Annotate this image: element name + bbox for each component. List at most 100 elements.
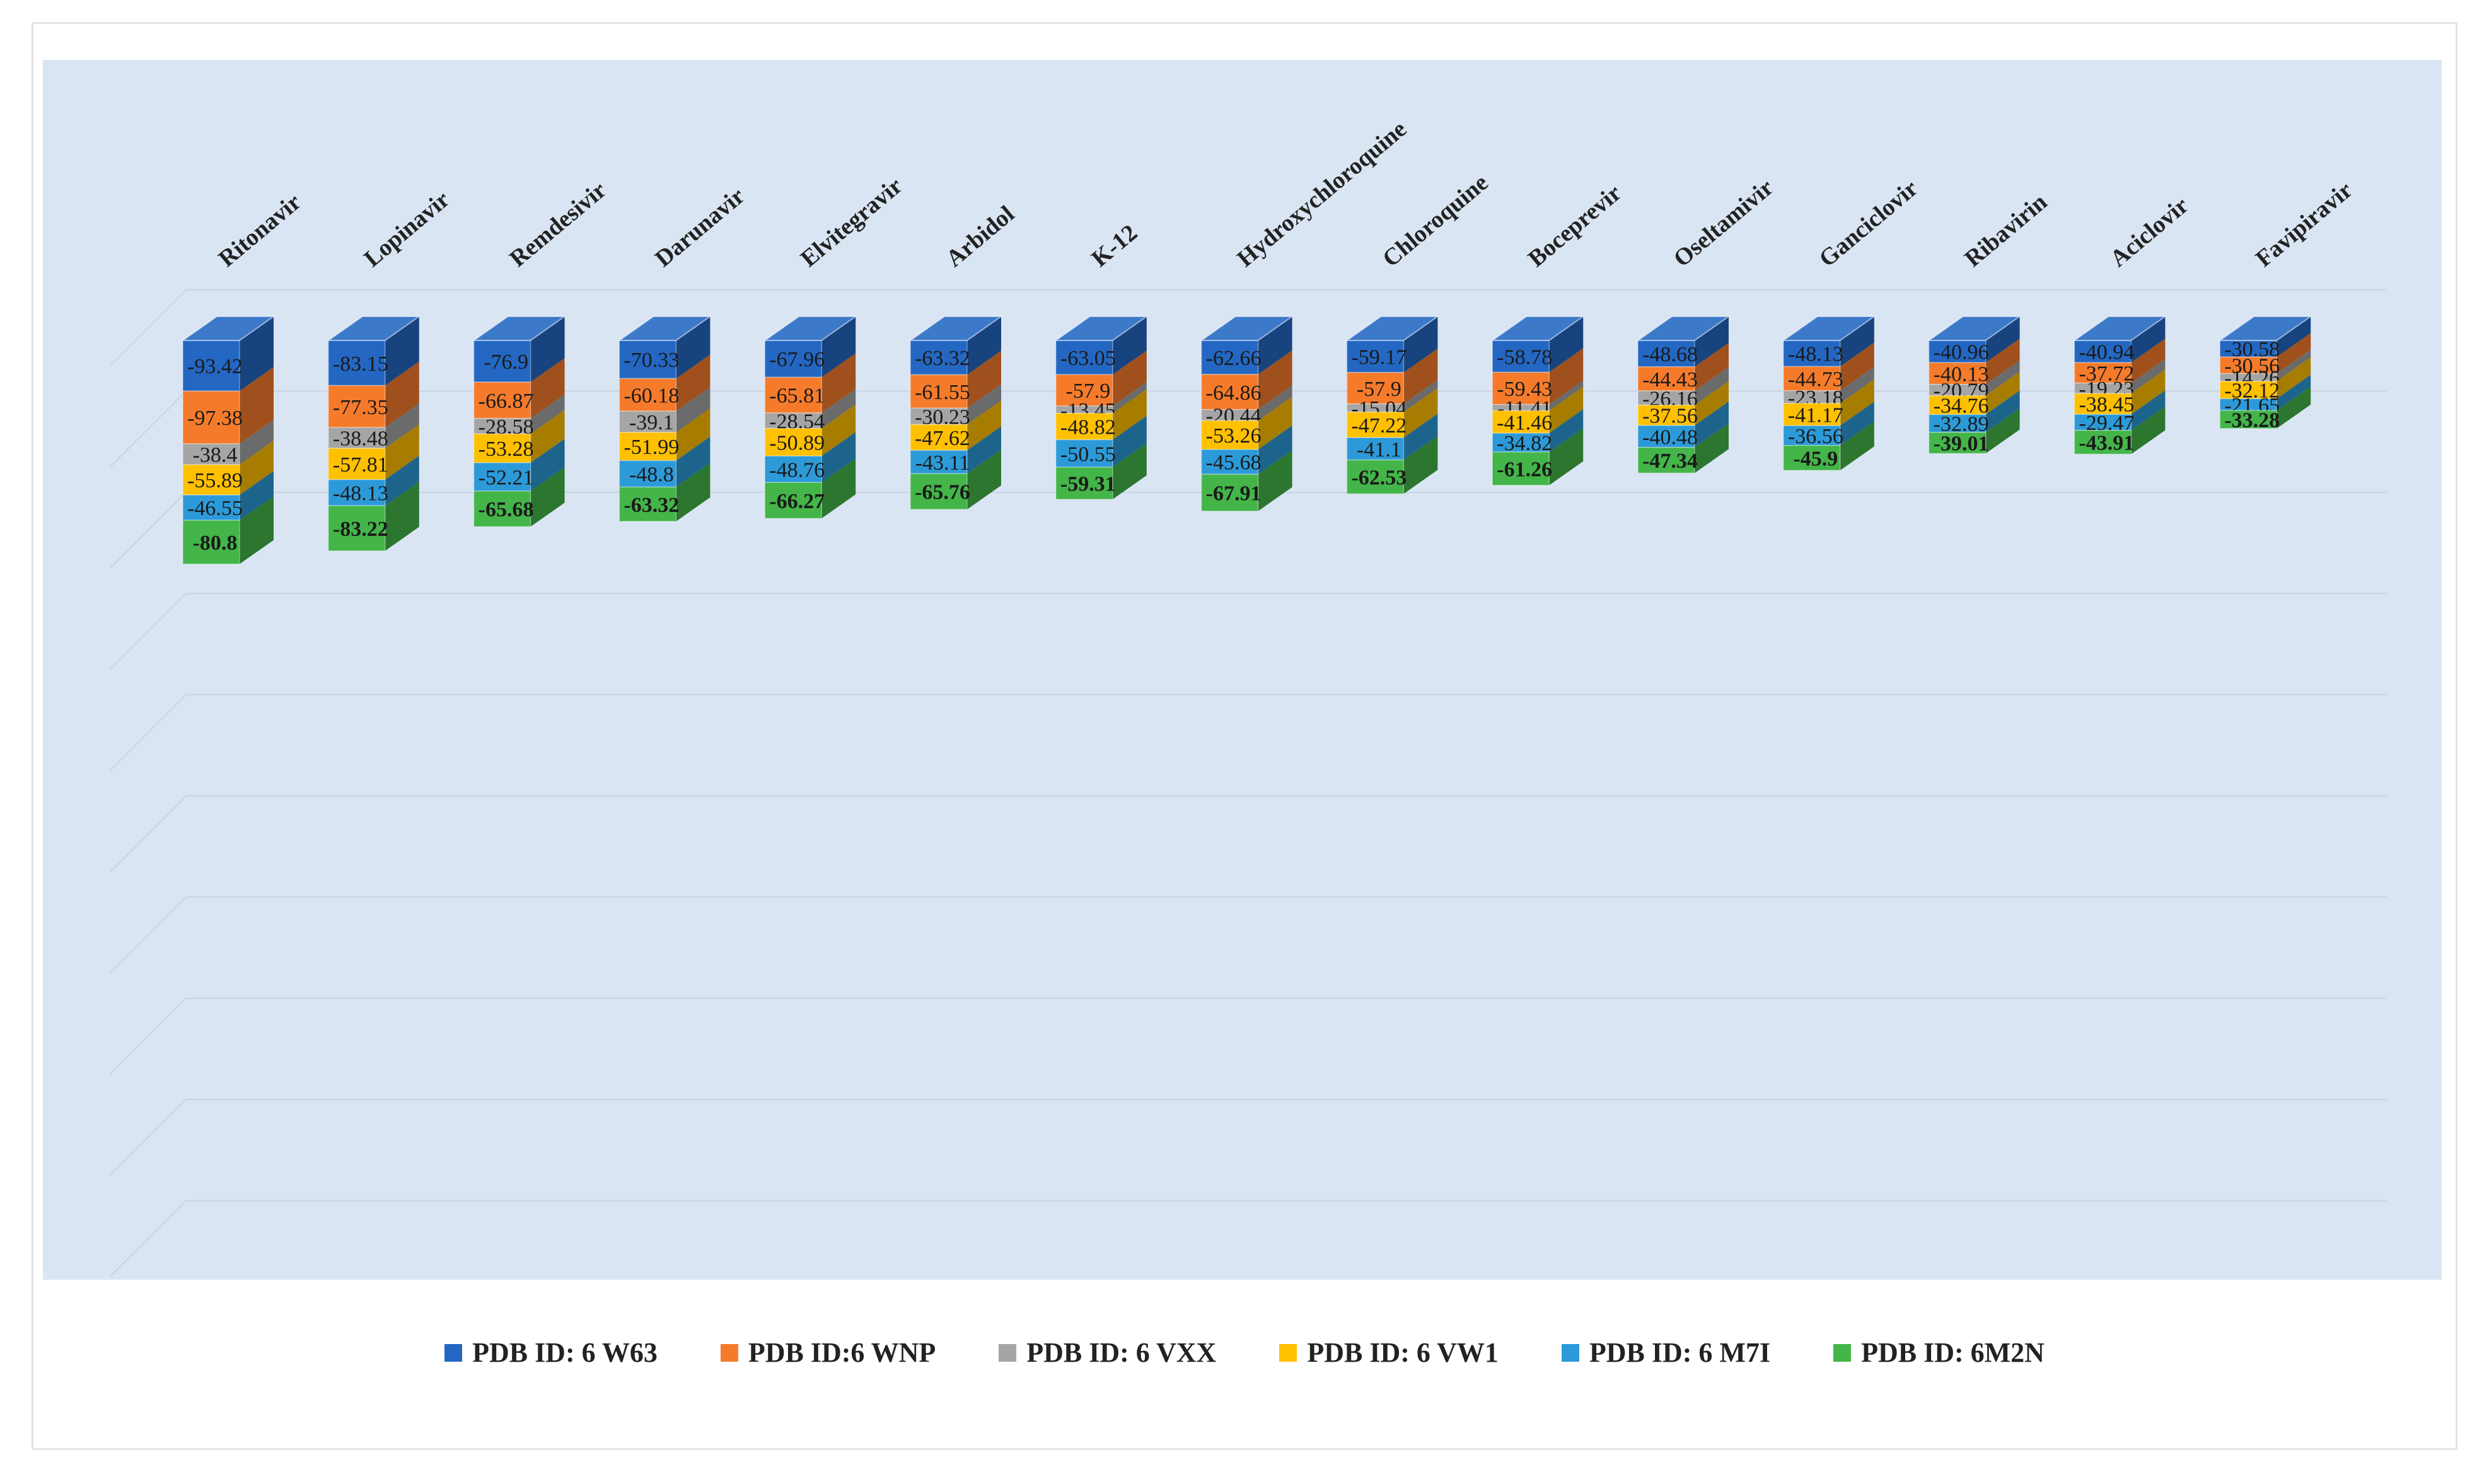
category-label: Arbidol [941, 200, 1019, 272]
bar-segment [910, 340, 968, 376]
bar-remdesivir: -76.9-66.87-28.58-53.28-52.21-65.68 [472, 316, 567, 528]
bar-top-face [2072, 316, 2167, 341]
bar-segment-side [1112, 316, 1147, 375]
bar-darunavir: -70.33 -60.18 -39.1-51.99 -48.8 -63.32 [617, 316, 712, 522]
bar-top-face [908, 316, 1004, 341]
bar-segment-side [530, 439, 565, 491]
bar-top-face [1781, 316, 1876, 341]
bar-segment-side [1695, 342, 1729, 391]
bar-segment [473, 417, 531, 434]
bar-segment [618, 460, 677, 488]
bar-elvitegravir: -67.96-65.81-28.54-50.89-48.76-66.27 [763, 316, 858, 519]
bar-ribavirin: -40.96-40.13-20.79-34.76-32.89-39.01 [1927, 316, 2022, 456]
data-label: -48.13 [1788, 343, 1843, 366]
data-label: -59.17 [1351, 345, 1407, 369]
data-label: -65.81 [769, 385, 825, 408]
bar-segment-side [385, 455, 419, 506]
data-label: -65.76 [915, 481, 970, 504]
bar-segment-side [1985, 408, 2020, 454]
data-label: -80.8 [193, 531, 238, 555]
bar-segment-side [967, 384, 1001, 425]
bar-segment-side [1403, 348, 1438, 404]
bar-segment-side [1549, 409, 1584, 453]
data-label: -52.21 [479, 466, 534, 489]
data-label: -46.55 [187, 497, 243, 520]
data-label: -62.66 [1206, 347, 1262, 370]
bar-segment [910, 449, 968, 475]
data-label: -51.99 [624, 436, 679, 459]
bar-segment [1637, 425, 1695, 448]
gridline-depth [110, 896, 187, 973]
gridline-depth [110, 1099, 187, 1176]
bar-lopinavir: -83.15 -77.35 -38.48-57.81 -48.13 -83.22 [326, 316, 421, 552]
bar-segment [182, 390, 240, 444]
gridline-depth [110, 593, 187, 670]
bar-top-face [763, 316, 858, 341]
data-label: -39.01 [1934, 432, 1989, 456]
gridline-depth [110, 997, 187, 1075]
bar-segment [1346, 437, 1405, 461]
category-label: Remdesivir [504, 177, 611, 272]
data-label: -50.55 [1060, 443, 1116, 466]
plot-area [43, 60, 2442, 1280]
data-label: -59.31 [1060, 473, 1116, 496]
data-label: -40.13 [1934, 362, 1989, 386]
data-label: -66.87 [479, 390, 534, 413]
data-label: -67.96 [769, 348, 825, 371]
bar-segment [328, 385, 386, 428]
bar-segment [473, 462, 531, 492]
bar-segment-side [1549, 380, 1584, 411]
data-label: -38.48 [333, 427, 388, 451]
category-label: Darunavir [650, 183, 750, 272]
bar-segment-side [530, 394, 565, 434]
bar-segment [1928, 432, 1987, 455]
bar-segment-side [1112, 443, 1147, 500]
bar-segment-side [2277, 357, 2311, 399]
bar-top-face [1053, 316, 1149, 341]
bar-segment [2074, 340, 2132, 363]
bar-segment-side [967, 449, 1001, 509]
category-label: Oseltamivir [1669, 174, 1778, 272]
legend-item: PDB ID: 6 W63 [444, 1336, 658, 1369]
data-label: -59.43 [1497, 378, 1552, 401]
data-label: -38.45 [2079, 393, 2134, 417]
data-label: -63.05 [1060, 347, 1116, 370]
bar-segment [1055, 467, 1113, 500]
bar-segment [473, 433, 531, 463]
category-label: Lopinavir [359, 186, 455, 272]
data-label: -97.38 [187, 407, 243, 430]
data-label: -47.62 [915, 427, 970, 450]
legend-label: PDB ID: 6 VW1 [1307, 1337, 1499, 1368]
legend-label: PDB ID: 6 M7I [1589, 1337, 1771, 1368]
data-label: -32.89 [1934, 413, 1989, 436]
bar-segment [2074, 429, 2132, 455]
bar-segment [1055, 412, 1113, 441]
data-label: -65.68 [479, 498, 534, 521]
bar-segment-side [676, 354, 711, 412]
bar-segment [1346, 411, 1405, 438]
bar-segment-side [240, 496, 274, 564]
bar-segment [764, 427, 822, 457]
category-label: Aciclovir [2105, 192, 2193, 272]
bar-segment-side [967, 351, 1001, 409]
data-label: -44.73 [1788, 368, 1843, 391]
data-label: -47.34 [1642, 449, 1698, 473]
bar-segment-side [1695, 316, 1729, 367]
data-label: -45.9 [1793, 447, 1838, 470]
bar-segment-side [676, 463, 711, 521]
legend-item: PDB ID: 6 VXX [999, 1336, 1216, 1369]
bar-segment-side [1403, 316, 1438, 373]
bar-top-face [1490, 316, 1586, 341]
data-label: -41.17 [1788, 403, 1843, 427]
bar-segment-side [821, 404, 856, 456]
data-label: -41.1 [1357, 438, 1401, 461]
bar-segment [764, 482, 822, 519]
bar-segment-side [1403, 380, 1438, 412]
bar-segment [2219, 410, 2277, 429]
bar-segment [2074, 393, 2132, 415]
bar-segment [618, 486, 677, 522]
data-label: -40.48 [1642, 426, 1698, 449]
bar-segment [1346, 372, 1405, 405]
bar-oseltamivir: -48.68-44.43-26.16-37.56-40.48-47.34 [1635, 316, 1731, 474]
bar-segment [2074, 414, 2132, 431]
